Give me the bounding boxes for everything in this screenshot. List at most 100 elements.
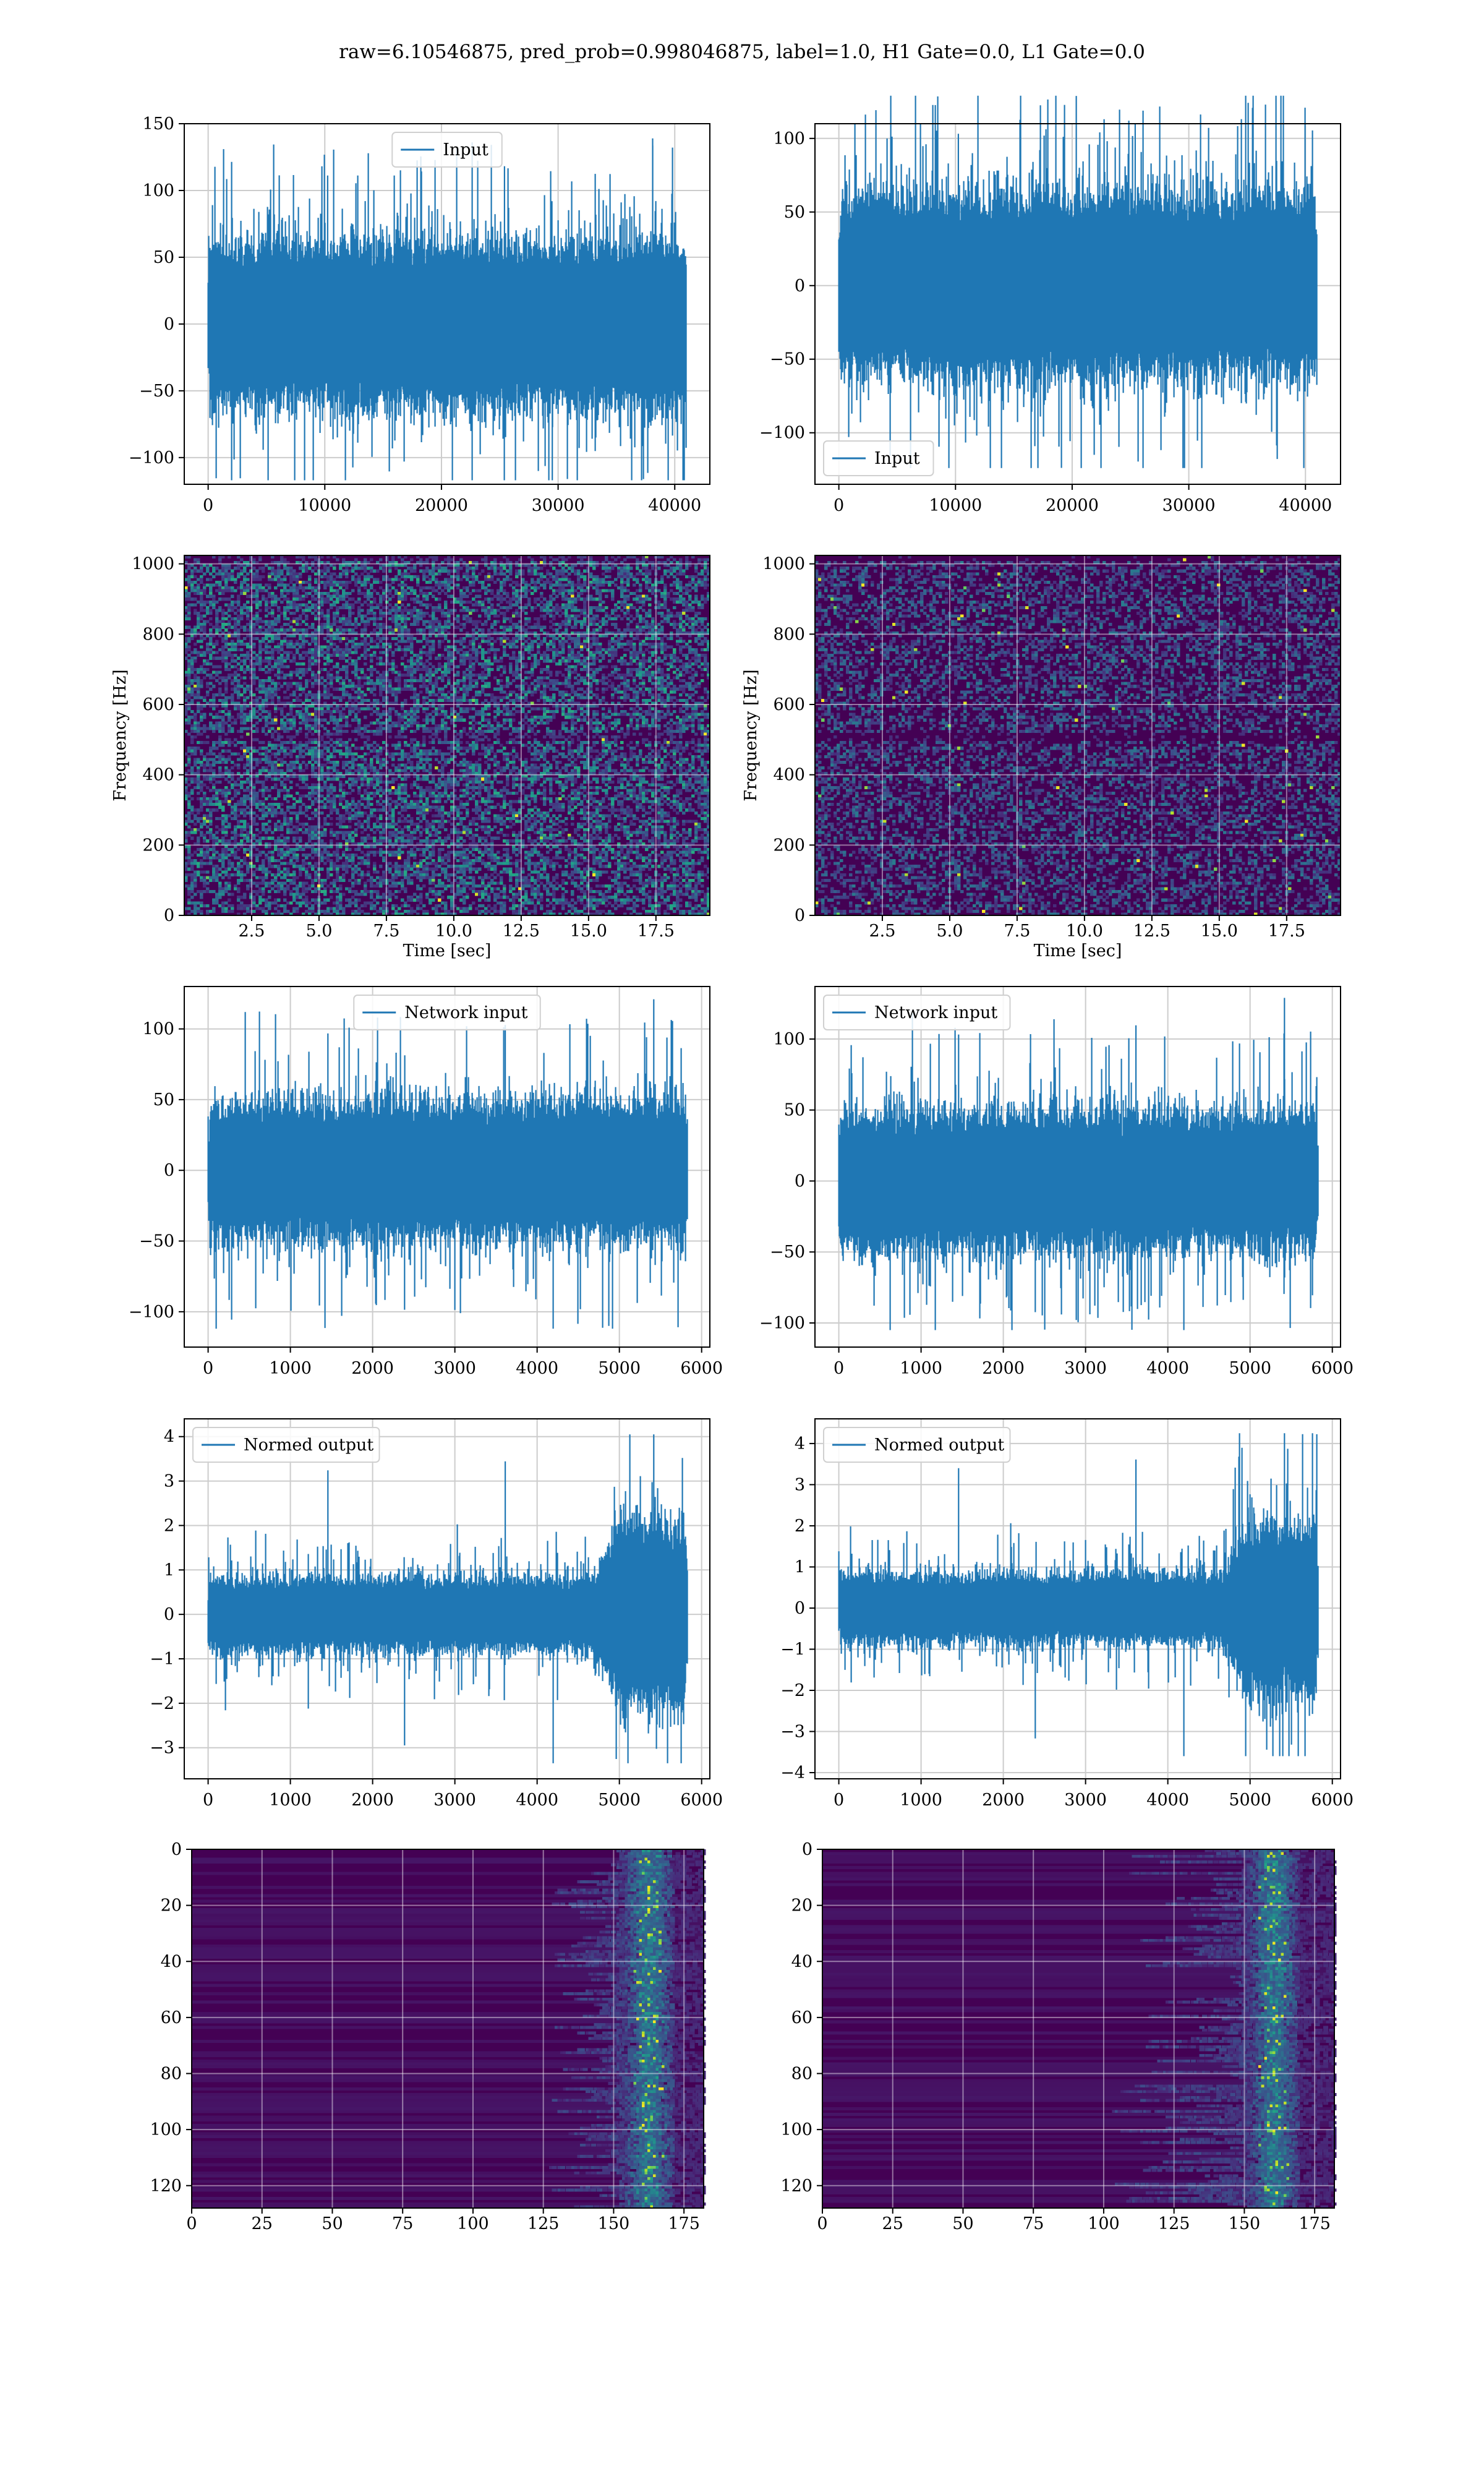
x-tick-label: 150 [1229,2214,1261,2233]
x-tick-label: 40000 [1279,496,1332,515]
legend-label: Input [874,449,920,468]
y-tick-label: 1 [164,1560,174,1580]
x-tick-label: 12.5 [1133,922,1171,941]
y-tick-label: 50 [153,1090,174,1110]
x-tick-label: 20000 [415,496,468,515]
x-tick-label: 2.5 [238,922,265,941]
legend: Input [392,132,502,167]
x-tick-label: 2000 [982,1791,1025,1810]
y-tick-label: −3 [150,1739,174,1758]
x-tick-label: 3000 [1064,1359,1107,1378]
y-tick-label: 60 [161,2008,182,2027]
x-tick-label: 17.5 [638,922,675,941]
y-tick-label: 50 [153,248,174,267]
y-axis-label: Frequency [Hz] [741,669,761,801]
x-tick-label: 15.0 [1201,922,1238,941]
y-tick-label: 3 [795,1475,805,1494]
y-tick-label: 0 [171,1840,182,1859]
y-tick-label: 1 [795,1557,805,1577]
x-tick-label: 7.5 [373,922,399,941]
x-tick-label: 5.0 [305,922,332,941]
y-tick-label: 800 [773,625,805,644]
y-tick-label: 200 [142,836,174,855]
x-tick-label: 75 [1023,2214,1044,2233]
legend-label: Input [443,140,488,160]
x-tick-label: 12.5 [503,922,540,941]
x-tick-label: 6000 [680,1359,723,1378]
y-tick-label: 0 [802,1840,812,1859]
y-tick-label: 20 [791,1896,812,1915]
x-tick-label: 175 [1298,2214,1331,2233]
x-tick-label: 0 [817,2214,827,2233]
y-tick-label: 600 [773,695,805,714]
y-tick-label: 0 [164,906,174,925]
x-tick-label: 100 [1088,2214,1120,2233]
x-tick-label: 100 [457,2214,489,2233]
x-tick-label: 3000 [433,1359,476,1378]
x-tick-label: 0 [203,496,213,515]
y-tick-label: 100 [773,1030,805,1049]
y-tick-label: −4 [780,1763,805,1783]
heatmap-cells [184,555,710,916]
legend: Input [824,441,934,476]
y-tick-label: −100 [129,448,174,468]
y-tick-label: 100 [142,181,174,200]
panel-l1-network-input: 0 1000 2000 3000 4000 5000 6000−100−50050100Ne… [759,987,1354,1378]
x-tick-label: 2000 [982,1359,1025,1378]
y-tick-label: 20 [161,1896,182,1915]
x-tick-label: 5.0 [936,922,963,941]
x-tick-label: 30000 [532,496,585,515]
x-tick-label: 4000 [1146,1359,1189,1378]
y-tick-label: 80 [791,2065,812,2084]
y-tick-label: 3 [164,1472,174,1491]
y-tick-label: −100 [759,424,805,443]
x-tick-label: 0 [834,1791,844,1810]
x-tick-label: 0 [834,1359,844,1378]
x-tick-label: 75 [392,2214,413,2233]
y-tick-label: −2 [150,1694,174,1713]
x-tick-label: 50 [322,2214,343,2233]
legend: Normed output [193,1427,380,1462]
y-tick-label: 100 [142,1020,174,1039]
y-tick-label: −50 [139,1232,174,1251]
x-tick-label: 20000 [1046,496,1099,515]
x-tick-label: 10000 [298,496,351,515]
legend-label: Normed output [874,1436,1004,1455]
x-tick-label: 0 [834,496,844,515]
y-tick-label: 0 [795,1171,805,1191]
x-tick-label: 30000 [1162,496,1216,515]
x-tick-label: 4000 [516,1359,558,1378]
y-tick-label: 50 [784,1101,805,1120]
legend-label: Normed output [244,1436,373,1455]
legend: Network input [824,995,1010,1030]
x-tick-label: 2000 [351,1791,394,1810]
y-tick-label: 40 [791,1952,812,1971]
y-tick-label: 150 [142,114,174,134]
y-tick-label: 400 [773,766,805,785]
panel-h1-input: 0 10000 20000 30000 40000−100−50050100150Inp… [129,114,710,515]
y-tick-label: −50 [139,382,174,401]
y-tick-label: 800 [142,625,174,644]
y-tick-label: 2 [795,1517,805,1536]
y-tick-label: 100 [150,2120,182,2139]
x-tick-label: 5000 [598,1359,641,1378]
y-tick-label: 200 [773,836,805,855]
y-tick-label: 100 [773,129,805,148]
y-tick-label: 0 [164,1161,174,1180]
y-tick-label: 0 [795,1599,805,1618]
heatmap-cells [192,1849,706,2209]
x-tick-label: 1000 [269,1791,312,1810]
x-tick-label: 4000 [1146,1791,1189,1810]
x-tick-label: 3000 [433,1791,476,1810]
x-tick-label: 5000 [598,1791,641,1810]
x-tick-label: 1000 [269,1359,312,1378]
heatmap-cells [822,1849,1337,2209]
y-tick-label: −2 [780,1681,805,1700]
y-tick-label: 0 [795,906,805,925]
x-tick-label: 6000 [1311,1791,1354,1810]
y-tick-label: −100 [129,1303,174,1322]
x-tick-label: 7.5 [1004,922,1030,941]
